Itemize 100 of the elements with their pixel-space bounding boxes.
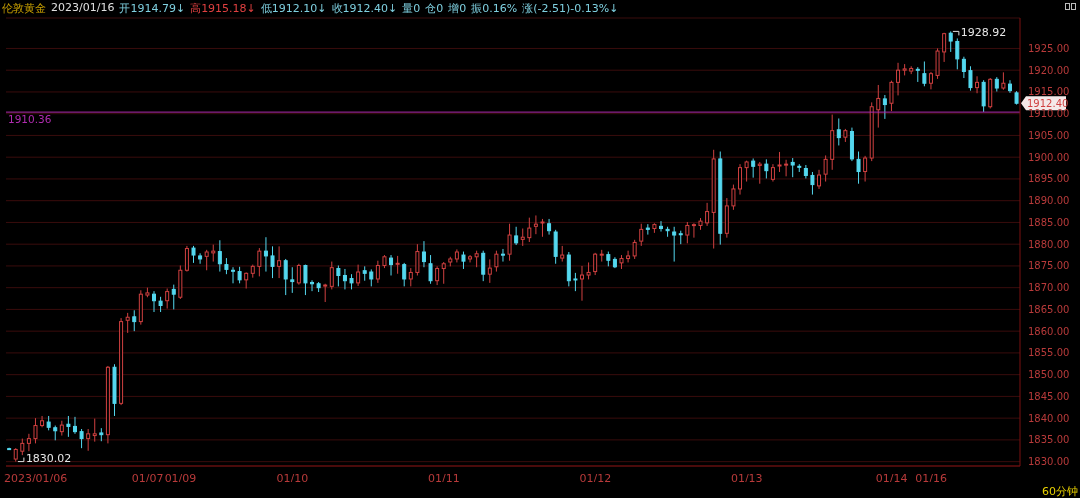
candlestick	[968, 65, 973, 92]
candlestick	[961, 56, 966, 79]
candlestick	[889, 80, 894, 112]
text: 开1914.79↓	[119, 1, 186, 15]
y-tick-label: 1925.00	[1028, 43, 1070, 54]
candlestick	[329, 261, 334, 290]
candlestick	[198, 252, 203, 265]
y-tick-label: 1885.00	[1028, 216, 1070, 228]
candlestick	[790, 157, 795, 178]
y-tick-label: 1865.00	[1028, 303, 1070, 315]
candlestick	[691, 222, 696, 239]
candlestick	[66, 415, 71, 438]
candlestick	[40, 415, 45, 428]
x-tick-label: 01/11	[428, 471, 460, 485]
candlestick	[500, 248, 505, 263]
candlestick	[283, 258, 288, 296]
candlestick	[290, 266, 295, 294]
y-tick-label: 1850.00	[1028, 369, 1070, 381]
candlestick	[527, 217, 532, 243]
annotation: 1830.02	[25, 451, 72, 465]
candlestick	[336, 264, 341, 287]
candlestick	[922, 61, 927, 87]
x-tick-label: 01/09	[164, 471, 197, 485]
candlestick	[784, 159, 789, 177]
candlestick	[33, 417, 38, 444]
y-tick-label: 1855.00	[1028, 347, 1070, 359]
candlestick	[375, 260, 380, 284]
candlestick	[72, 416, 77, 435]
y-tick-label: 1875.00	[1028, 260, 1070, 272]
candlestick	[165, 288, 170, 310]
y-tick-label: 1895.00	[1028, 173, 1070, 185]
candlestick	[263, 236, 268, 273]
text: 增0	[448, 1, 467, 15]
candlestick	[533, 214, 538, 235]
candlestick	[342, 268, 347, 290]
candlestick	[942, 32, 947, 63]
candlestick	[823, 154, 828, 183]
candlestick	[270, 245, 275, 279]
candlestick	[277, 245, 282, 279]
y-tick-label: 1915.00	[1028, 86, 1070, 98]
candlestick	[810, 171, 815, 196]
candlestick	[217, 239, 222, 273]
y-tick-label: 1920.00	[1028, 64, 1070, 76]
candlestick	[125, 312, 130, 334]
chart-subtitle: 2023/01/16	[51, 1, 115, 15]
candlestick	[92, 418, 97, 443]
x-axis-title: 60分钟	[1042, 484, 1078, 498]
text: 收1912.40↓	[331, 1, 398, 15]
candlestick	[547, 218, 552, 236]
candlestick	[777, 151, 782, 173]
candlestick	[132, 309, 137, 332]
candlestick	[981, 79, 986, 113]
y-tick-label: 1905.00	[1028, 129, 1070, 141]
candlestick	[955, 37, 960, 70]
candlestick	[751, 157, 756, 179]
y-tick-label: 1880.00	[1028, 238, 1070, 250]
candlestick	[896, 62, 901, 96]
candlestick	[705, 202, 710, 227]
y-tick-label: 1860.00	[1028, 325, 1070, 337]
x-tick-label: 01/12	[579, 471, 612, 485]
candlestick	[882, 94, 887, 120]
ref-line-label: 1910.36	[8, 113, 52, 126]
text: 量0	[402, 1, 421, 15]
candlestick	[494, 250, 499, 273]
y-tick-label: 1910.00	[1028, 108, 1070, 120]
candlestick	[303, 264, 308, 296]
annotation: 1928.92	[960, 26, 1007, 40]
candlestick	[428, 254, 433, 285]
y-tick-label: 1845.00	[1028, 390, 1070, 402]
candlestick	[389, 254, 394, 276]
candlestick	[296, 263, 301, 286]
x-tick-label: 2023/01/06	[3, 471, 68, 485]
candlestick	[487, 258, 492, 284]
candlestick	[184, 245, 189, 273]
candlestick	[204, 249, 209, 271]
y-tick-label: 1870.00	[1028, 282, 1070, 294]
candlestick	[659, 220, 663, 233]
candlestick	[863, 155, 868, 183]
x-tick-label: 01/10	[276, 471, 309, 485]
candlestick	[764, 158, 769, 179]
text: 仓0	[425, 1, 444, 15]
text: 高1915.18↓	[190, 1, 256, 15]
x-tick-label: 01/13	[730, 471, 763, 485]
candlestick	[573, 272, 578, 292]
y-tick-label: 1840.00	[1028, 412, 1070, 424]
candlestick	[441, 261, 446, 285]
candlestick	[514, 226, 519, 246]
chart-title: 伦敦黄金	[2, 1, 46, 15]
candlestick	[757, 161, 762, 185]
text: 低1912.10↓	[260, 1, 327, 15]
candlestick	[310, 279, 315, 292]
y-tick-label: 1890.00	[1028, 195, 1070, 207]
candlestick	[836, 117, 841, 146]
candlestick	[171, 284, 176, 310]
candlestick	[593, 252, 598, 276]
candlestick	[79, 428, 84, 449]
candlestick	[26, 433, 31, 452]
y-tick-label: 1830.00	[1028, 456, 1070, 468]
text: 振0.16%	[471, 1, 518, 15]
candlestick	[632, 239, 637, 260]
